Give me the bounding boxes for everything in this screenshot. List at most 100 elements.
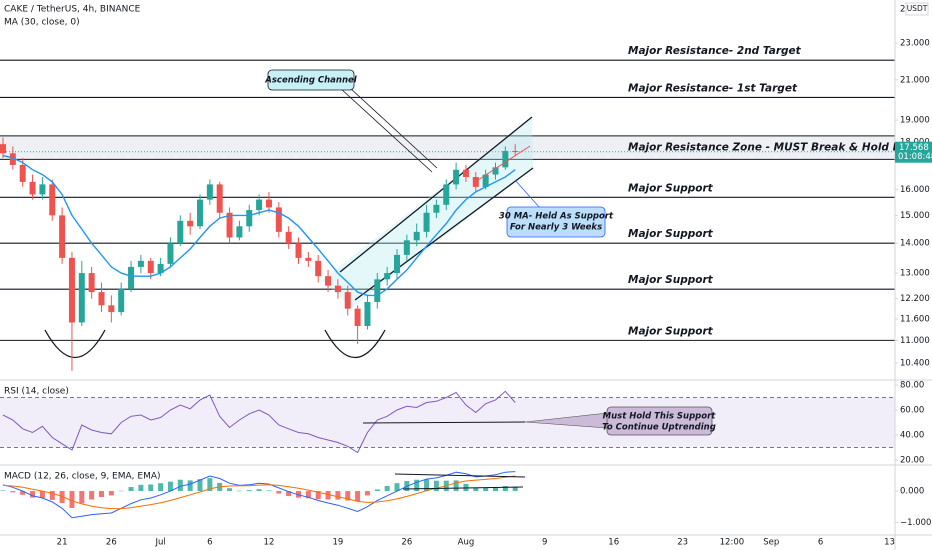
histogram-bar [473,487,479,492]
histogram-bar [453,480,459,492]
y-tick-label: 60.00 [900,406,924,416]
histogram-bar [286,491,292,497]
candle-body [492,167,499,175]
candle-body [118,288,125,313]
callout-pointer [514,179,541,209]
histogram-bar [177,479,183,492]
y-tick-label: −1.000 [900,518,931,528]
y-tick-label: 80.00 [900,381,924,391]
candle-body [187,220,194,227]
y-tick-label: 11.600 [900,314,930,324]
candle-body [49,184,56,216]
y-tick-label: 40.00 [900,431,924,441]
candle-body [197,199,203,227]
candle-body [295,243,302,258]
candle-body [334,285,341,293]
histogram-bar [99,491,104,498]
x-tick-label: 6 [207,538,212,548]
level-label: Major Support [628,325,714,337]
x-tick-label: 23 [677,538,688,548]
y-tick-label: 0.000 [900,487,924,497]
bottom-curve [324,329,386,358]
histogram-bar [364,491,370,496]
x-tick-label: 16 [608,538,619,548]
histogram-bar [89,491,95,500]
candle-body [384,273,391,280]
callout-pointer [349,87,438,169]
histogram-bar [0,490,6,492]
currency-label: USDT [907,4,928,13]
candle-body [374,279,381,302]
candle-body [19,164,26,182]
histogram-bar [246,490,252,492]
histogram-bar [345,491,351,501]
candle-body [29,181,36,195]
histogram-bar [118,490,124,492]
histogram-bar [276,491,282,494]
y-tick-label: 16.000 [900,185,930,195]
candle-body [226,212,233,238]
x-tick-label: Aug [458,538,475,548]
candle-body [216,184,223,213]
y-tick-label: 13.000 [900,269,930,279]
candle-body [0,144,6,154]
candle-body [157,263,164,274]
candle-body [423,212,430,232]
rsi-line [2,390,516,454]
scale-label: 2 [900,5,905,15]
histogram-bar [108,491,114,496]
x-tick-label: 9 [542,538,547,548]
candle-body [59,215,66,258]
x-tick-label: 26 [106,538,117,548]
callout-pointer [339,87,433,173]
histogram-bar [483,487,489,492]
candle-body [472,176,479,187]
x-tick-label: 21 [57,538,68,548]
histogram-bar [148,484,154,492]
histogram-bar [325,491,331,500]
y-tick-label: 23.000 [900,39,930,49]
candle-body [39,184,46,195]
channel-upper [339,116,533,273]
candle-body [98,292,105,306]
histogram-bar [59,491,65,503]
candle-body [512,150,519,152]
candle-body [68,257,75,323]
chart-title: CAKE / TetherUS, 4h, BINANCE [4,5,141,15]
callout-text: To Continue Uptrending [602,423,716,433]
candle-body [453,169,460,185]
candle-body [413,231,420,241]
histogram-bar [10,491,16,493]
candle-body [305,257,312,261]
candle-body [482,174,489,187]
x-tick-label: 19 [332,538,343,548]
histogram-bar [384,486,390,492]
level-label: Major Support [628,274,714,286]
ma-legend: MA (30, close, 0) [4,18,80,28]
histogram-bar [227,488,233,492]
callout-text: 30 MA- Held As Support [499,212,614,222]
histogram-bar [433,480,439,492]
histogram-bar [30,491,36,498]
histogram-bar [20,491,26,495]
histogram-bar [374,489,380,492]
histogram-bar [236,490,242,492]
x-tick-label: 6 [818,538,823,548]
y-tick-label: 12.200 [900,294,930,304]
support-line [362,421,526,424]
zone-label: Major Resistance Zone - MUST Break & Hol… [628,142,932,154]
candle-body [354,308,361,326]
candle-body [394,254,400,274]
data-layer [0,137,519,519]
x-tick-label: 12 [264,538,275,548]
candle-body [206,184,213,200]
histogram-bar [167,481,173,492]
histogram-bar [138,484,144,492]
candle-body [364,301,371,326]
histogram-bar [128,486,134,492]
callout-text: Must Hold This Support [603,412,717,422]
candle-body [265,199,272,208]
candle-body [9,153,16,165]
back-layer [0,59,895,448]
y-tick-label: 15.000 [900,211,930,221]
